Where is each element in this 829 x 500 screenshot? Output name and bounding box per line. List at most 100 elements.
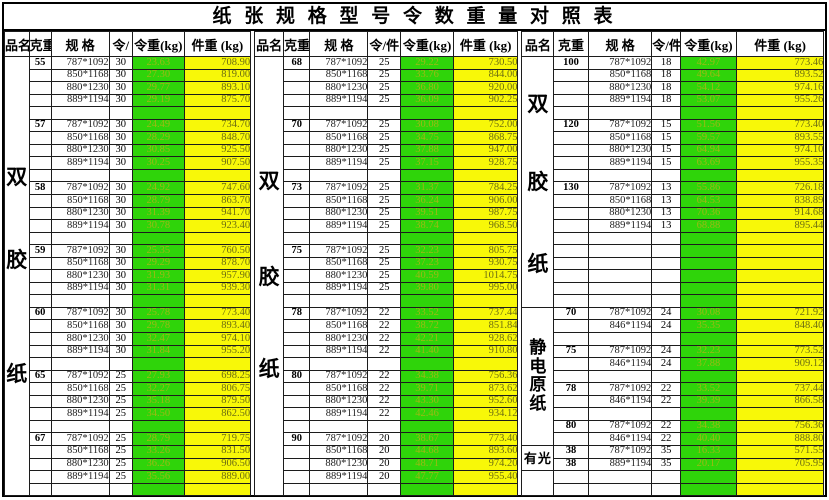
piece-weight-cell: 866.58 (735, 394, 825, 409)
reams-per-piece-cell: 25 (367, 68, 402, 83)
ream-weight-cell: 31.84 (131, 344, 185, 359)
header-row: 品名 克重规 格令/件 令重(kg) 件重 (kg) (521, 31, 825, 57)
table-row: 880*1230 25 36.26 906.50 (5, 457, 252, 472)
spec-cell (50, 231, 110, 246)
table-row: 130 787*1092 13 55.86 726.18 (522, 181, 825, 195)
table-row: 双胶纸 100 787*1092 18 42.97 773.46 (521, 56, 825, 308)
reams-per-piece-cell: 18 (651, 56, 681, 70)
table-row: 850*1168 15 59.57 893.55 (522, 131, 825, 145)
spec-cell: 787*1092 (309, 118, 369, 133)
ream-weight-cell: 34.50 (131, 407, 185, 421)
table-row: 846*1194 22 39.39 866.58 (522, 394, 825, 409)
ream-weight-cell: 42.21 (400, 332, 454, 346)
table-row: 846*1194 24 37.88 909.12 (522, 357, 825, 371)
ream-weight-cell: 37.88 (400, 143, 454, 158)
spec-cell: 889*1194 (309, 219, 369, 233)
gram-weight-cell (28, 382, 52, 396)
table-row: 850*1168 25 33.26 831.50 (5, 444, 252, 459)
spec-cell: 850*1168 (587, 131, 653, 145)
product-name-char: 双 (258, 168, 280, 193)
gram-weight-cell (553, 319, 589, 334)
column-header: 克重 (553, 31, 589, 57)
product-name-cell: 双胶纸 (4, 55, 30, 497)
spec-cell (50, 482, 110, 497)
separator-row (522, 482, 825, 497)
ream-weight-cell: 29.78 (131, 319, 185, 334)
piece-weight-cell: 848.70 (183, 131, 252, 145)
gram-weight-cell (28, 294, 52, 308)
spec-cell (587, 482, 653, 497)
spec-cell (587, 281, 653, 296)
gram-weight-cell (553, 231, 589, 246)
gram-weight-cell (283, 457, 311, 472)
gram-weight-cell (553, 131, 589, 145)
table-row: 889*1194 22 41.40 910.80 (255, 344, 519, 359)
table-row: 850*1168 25 37.23 930.75 (255, 256, 519, 271)
gram-weight-cell: 75 (283, 244, 311, 258)
reams-per-piece-cell: 30 (108, 118, 133, 133)
spec-cell: 850*1168 (50, 382, 110, 396)
spec-cell: 850*1168 (309, 256, 369, 271)
gram-weight-cell: 67 (28, 432, 52, 446)
ream-weight-cell: 55.86 (679, 181, 737, 195)
gram-weight-cell (553, 219, 589, 233)
piece-weight-cell: 726.18 (735, 181, 825, 195)
reams-per-piece-cell (108, 357, 133, 371)
ream-weight-cell: 39.71 (400, 382, 454, 396)
piece-weight-cell: 752.00 (452, 118, 519, 133)
ream-weight-cell: 36.26 (131, 457, 185, 472)
product-name-stack: 静电原纸 (523, 308, 553, 444)
gram-weight-cell (28, 407, 52, 421)
gram-weight-cell (553, 357, 589, 371)
ream-weight-cell: 39.80 (400, 281, 454, 296)
spec-cell: 850*1168 (309, 444, 369, 459)
piece-weight-cell: 756.36 (735, 419, 825, 434)
table-row: 889*1194 30 30.25 907.50 (5, 156, 252, 170)
table-row: 850*1168 30 28.79 863.70 (5, 194, 252, 208)
ream-weight-cell (400, 357, 454, 371)
table-row: 889*1194 30 31.84 955.20 (5, 344, 252, 359)
spec-cell (587, 244, 653, 258)
ream-weight-cell (400, 419, 454, 434)
spec-cell: 889*1194 (309, 407, 369, 421)
table-row: 889*1194 25 38.74 968.50 (255, 219, 519, 233)
reams-per-piece-cell: 25 (108, 470, 133, 484)
gram-weight-cell: 120 (553, 118, 589, 133)
separator-row (522, 231, 825, 246)
spec-table-right: 品名 克重规 格令/件 令重(kg) 件重 (kg) 双胶纸 100 787*1092 18 4… (521, 31, 825, 497)
gram-weight-cell (553, 269, 589, 283)
product-name-char: 原 (529, 375, 547, 395)
piece-weight-cell: 773.40 (735, 118, 825, 133)
gram-weight-cell (283, 407, 311, 421)
piece-weight-cell: 955.20 (183, 344, 252, 359)
ream-weight-cell (679, 482, 737, 497)
gram-weight-cell (28, 68, 52, 83)
ream-weight-cell: 30.08 (679, 306, 737, 321)
piece-weight-cell: 805.75 (452, 244, 519, 258)
table-row: 889*1194 25 39.80 995.00 (255, 281, 519, 296)
reams-per-piece-cell: 30 (108, 344, 133, 359)
reams-per-piece-cell (651, 482, 681, 497)
piece-weight-cell (735, 244, 825, 258)
gram-weight-cell (553, 332, 589, 346)
reams-per-piece-cell: 13 (651, 219, 681, 233)
piece-weight-cell: 928.75 (452, 156, 519, 170)
spec-cell (309, 168, 369, 183)
piece-weight-cell: 838.89 (735, 194, 825, 208)
gram-weight-cell (553, 294, 589, 308)
reams-per-piece-cell: 25 (367, 156, 402, 170)
ream-weight-cell (131, 168, 185, 183)
ream-weight-cell: 27.30 (131, 68, 185, 83)
spec-cell: 787*1092 (309, 244, 369, 258)
spec-cell: 880*1230 (309, 394, 369, 409)
spec-cell (50, 106, 110, 120)
reams-per-piece-cell: 35 (651, 457, 681, 472)
piece-weight-cell: 974.10 (735, 143, 825, 158)
spec-cell: 889*1194 (309, 344, 369, 359)
piece-weight-cell: 888.80 (735, 432, 825, 446)
table-row: 850*1168 30 29.29 878.70 (5, 256, 252, 271)
piece-weight-cell (183, 357, 252, 371)
ream-weight-cell: 31.31 (131, 281, 185, 296)
spec-cell: 787*1092 (50, 306, 110, 321)
gram-weight-cell: 55 (28, 56, 52, 70)
